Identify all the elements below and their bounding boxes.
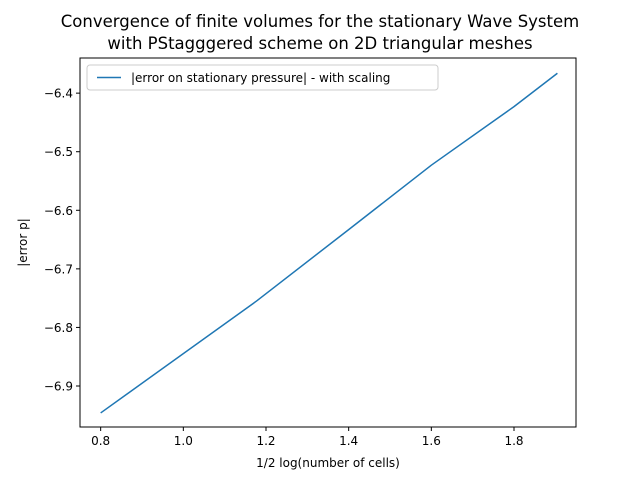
chart-title-line-2: with PStagggered scheme on 2D triangular…	[107, 34, 533, 53]
chart-title-line-1: Convergence of finite volumes for the st…	[60, 12, 580, 31]
legend-entry-label: |error on stationary pressure| - with sc…	[131, 71, 390, 85]
y-tick-label: −6.6	[44, 204, 73, 218]
axes-frame	[79, 57, 577, 428]
y-tick-label: −6.4	[44, 87, 73, 101]
x-tick-label: 0.8	[91, 434, 110, 448]
y-axis-label: |error p|	[16, 218, 30, 267]
series-line-0	[100, 72, 558, 414]
x-tick-label: 1.2	[256, 434, 275, 448]
y-tick-label: −6.5	[44, 145, 73, 159]
x-tick-label: 1.6	[422, 434, 441, 448]
legend: |error on stationary pressure| - with sc…	[86, 64, 439, 91]
x-tick-label: 1.4	[339, 434, 358, 448]
x-tick-label: 1.0	[174, 434, 193, 448]
y-tick-label: −6.8	[44, 321, 73, 335]
y-tick-label: −6.7	[44, 262, 73, 276]
x-axis-label: 1/2 log(number of cells)	[256, 456, 400, 470]
y-tick-label: −6.9	[44, 380, 73, 394]
x-tick-label: 1.8	[504, 434, 523, 448]
legend-box	[86, 64, 439, 91]
